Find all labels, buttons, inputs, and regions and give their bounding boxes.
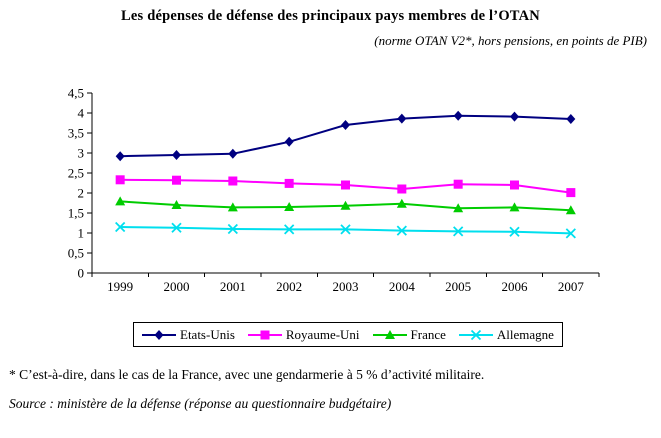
legend-item-france: France xyxy=(372,326,446,343)
legend-label: Allemagne xyxy=(496,326,554,342)
legend-marker-triangle-icon xyxy=(372,329,407,339)
y-tick-label: 4 xyxy=(78,106,85,121)
x-tick-label: 2000 xyxy=(164,279,190,294)
y-tick-label: 4,5 xyxy=(68,86,84,101)
source-line: Source : ministère de la défense (répons… xyxy=(9,396,392,411)
x-tick-label: 2007 xyxy=(558,279,585,294)
series-etats-unis xyxy=(115,110,576,162)
x-tick-label: 2002 xyxy=(276,279,302,294)
legend-marker-x-icon xyxy=(458,329,493,340)
y-tick-label: 1,5 xyxy=(68,206,84,221)
series-royaume-uni xyxy=(115,175,576,198)
y-tick-label: 0 xyxy=(78,266,85,281)
axis-labels: 0 0,5 1 1,5 2 2,5 3 3,5 4 4,5 1999 2000 2001 2002 2003… xyxy=(68,86,585,295)
x-tick-label: 2005 xyxy=(445,279,471,294)
x-tick-label: 1999 xyxy=(107,279,133,294)
y-tick-label: 3 xyxy=(78,146,85,161)
chart-title: Les dépenses de défense des principaux p… xyxy=(121,8,540,24)
chart-legend: Etats-Unis Royaume-Uni France Allemagne xyxy=(133,322,563,347)
y-tick-label: 3,5 xyxy=(68,126,84,141)
y-tick-label: 2 xyxy=(78,186,85,201)
axes xyxy=(87,92,600,277)
y-tick-label: 0,5 xyxy=(68,246,84,261)
series-allemagne xyxy=(115,221,576,239)
legend-item-etats-unis: Etats-Unis xyxy=(142,327,235,343)
legend-marker-diamond-icon xyxy=(142,329,176,340)
y-tick-label: 1 xyxy=(78,226,85,241)
line-chart: 0 0,5 1 1,5 2 2,5 3 3,5 4 4,5 1999 2000 2001 2002 2003… xyxy=(68,86,600,295)
legend-item-royaume-uni: Royaume-Uni xyxy=(247,326,360,343)
x-tick-label: 2001 xyxy=(220,279,246,294)
legend-label: France xyxy=(410,326,446,342)
legend-marker-square-icon xyxy=(247,330,282,339)
series-france xyxy=(115,196,576,215)
y-tick-label: 2,5 xyxy=(68,166,84,181)
x-tick-label: 2004 xyxy=(389,279,416,294)
x-tick-label: 2003 xyxy=(333,279,359,294)
legend-item-allemagne: Allemagne xyxy=(458,326,554,343)
footnote: * C’est-à-dire, dans le cas de la France… xyxy=(9,367,485,382)
legend-label: Royaume-Uni xyxy=(285,326,360,342)
legend-label: Etats-Unis xyxy=(180,326,235,342)
chart-subtitle: (norme OTAN V2*, hors pensions, en point… xyxy=(374,33,647,48)
x-tick-label: 2006 xyxy=(502,279,529,294)
